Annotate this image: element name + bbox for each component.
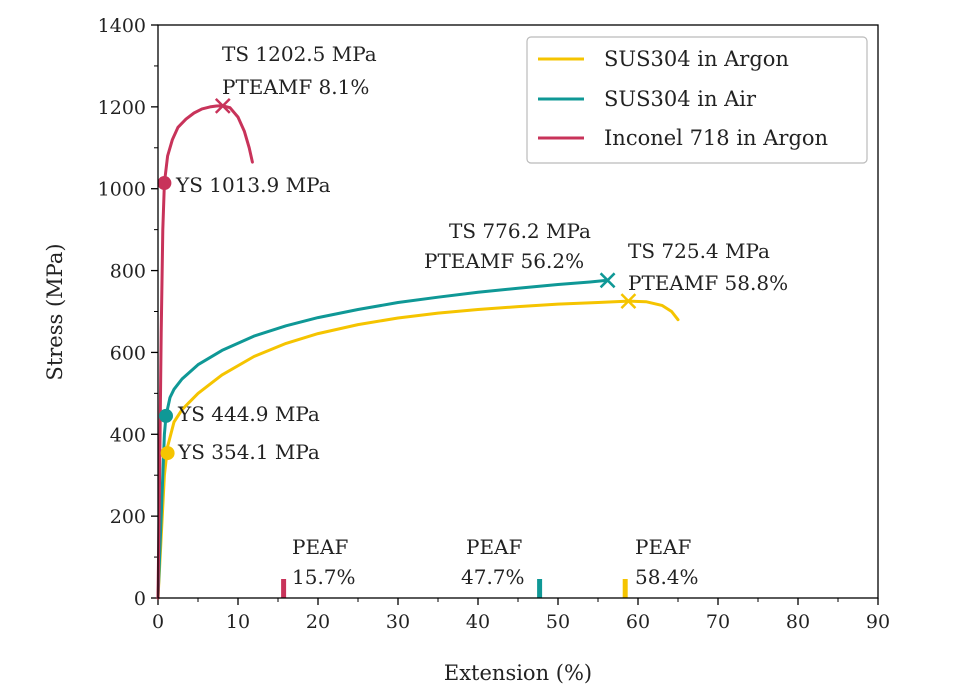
x-tick-label-40: 40 [466,611,490,633]
y-axis-title: Stress (MPa) [43,243,67,380]
annotation-peaf-inconel-line1: PEAF [292,535,349,559]
legend-label-sus304-air: SUS304 in Air [604,87,757,111]
yield-point-marker-sus304-in-argon [160,446,175,461]
annotation-peaf-argon-line2: 58.4% [635,565,699,589]
annotation-peaf-inconel-line2: 15.7% [292,565,356,589]
y-tick-label-600: 600 [110,342,146,364]
y-tick-label-200: 200 [110,506,146,528]
annotation-ys-inconel: YS 1013.9 MPa [175,173,331,197]
x-tick-label-30: 30 [386,611,410,633]
y-tick-label-400: 400 [110,424,146,446]
series-line-sus304-in-argon [156,299,680,600]
legend: SUS304 in Argon SUS304 in Air Inconel 71… [526,36,868,164]
x-tick-label-20: 20 [306,611,330,633]
annotation-ys-argon: YS 354.1 MPa [177,440,320,464]
legend-label-inconel-argon: Inconel 718 in Argon [604,126,828,150]
y-tick-label-1400: 1400 [98,15,146,37]
axis-ticks [151,24,879,605]
y-tick-label-800: 800 [110,261,146,283]
tensile-strength-marker-sus304-in-air [599,272,616,289]
plot-frame [157,24,879,599]
legend-box [526,36,868,164]
tensile-strength-marker-inconel-718-in-argon [214,97,231,114]
annotation-ts-argon-line2: PTEAMF 58.8% [628,271,788,295]
tensile-strength-marker-sus304-in-argon [620,293,637,309]
annotation-peaf-air-line2: 47.7% [461,565,525,589]
annotation-ys-air: YS 444.9 MPa [177,402,320,426]
y-tick-label-0: 0 [134,588,146,610]
yield-point-marker-sus304-in-air [159,408,173,423]
annotation-ts-inconel-line2: PTEAMF 8.1% [222,75,369,99]
legend-label-sus304-argon: SUS304 in Argon [604,47,789,71]
x-tick-label-90: 90 [866,611,890,633]
y-tick-label-1000: 1000 [98,179,146,201]
y-tick-label-1200: 1200 [98,97,146,119]
yield-point-marker-inconel-718-in-argon [157,176,172,191]
axis-tick-labels: 0 10 20 30 40 50 60 70 80 90 0 200 400 600 800 1000 1200… [98,15,890,633]
x-tick-label-10: 10 [226,611,250,633]
annotation-peaf-argon-line1: PEAF [635,535,692,559]
annotation-peaf-air-line1: PEAF [466,535,523,559]
series-line-inconel-718-in-argon [156,104,254,600]
x-tick-label-0: 0 [152,611,164,633]
series-markers [157,97,637,461]
annotation-ts-inconel-line1: TS 1202.5 MPa [222,42,377,66]
x-tick-label-50: 50 [546,611,570,633]
x-tick-label-80: 80 [786,611,810,633]
annotation-ts-air-line1: TS 776.2 MPa [449,219,591,243]
x-tick-label-60: 60 [626,611,650,633]
annotation-ts-argon-line1: TS 725.4 MPa [628,239,770,263]
annotation-ts-air-line2: PTEAMF 56.2% [424,249,584,273]
x-tick-label-70: 70 [706,611,730,633]
x-axis-title: Extension (%) [444,661,592,685]
peaf-ticks [281,579,628,598]
